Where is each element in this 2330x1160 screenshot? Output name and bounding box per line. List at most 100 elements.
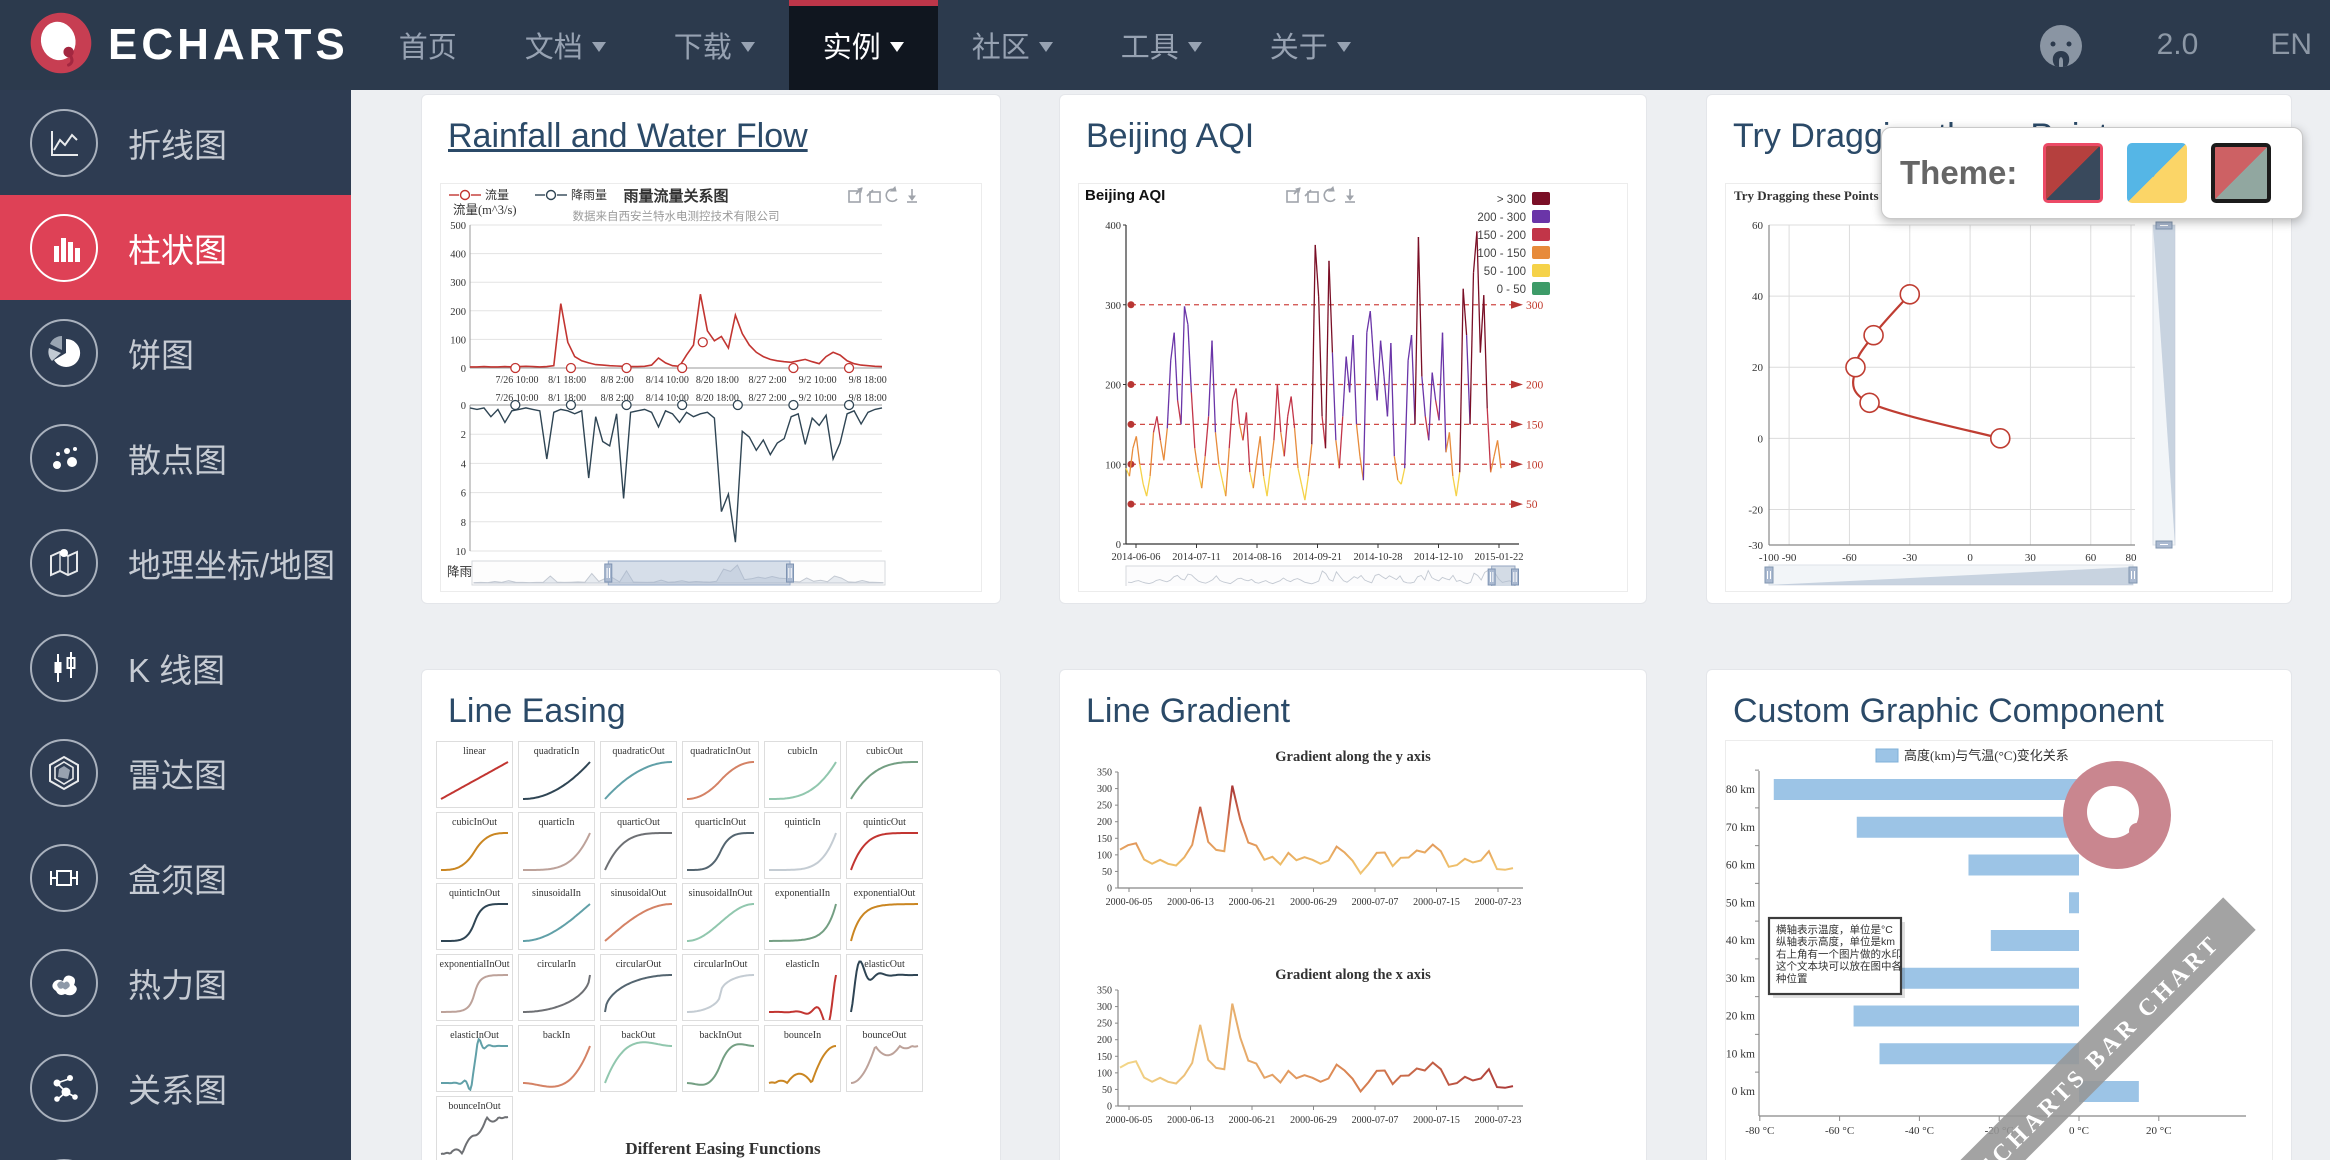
sidebar-item-10[interactable]: 关系图 [0,1035,351,1140]
example-link-aqi[interactable]: Beijing AQI [1086,117,1255,155]
svg-text:quinticInOut: quinticInOut [449,888,500,899]
language-toggle[interactable]: EN [2270,28,2312,61]
svg-text:30: 30 [2025,552,2037,564]
sidebar-item-1[interactable]: 折线图 [0,90,351,195]
svg-text:80 km: 80 km [1726,784,1755,796]
easing-cell-backIn[interactable]: backIn [518,1025,595,1092]
easing-cell-circularOut[interactable]: circularOut [600,954,677,1021]
map-chart-icon [30,528,98,597]
easing-cell-cubicInOut[interactable]: cubicInOut [436,812,513,879]
svg-text:Gradient along the y axis: Gradient along the y axis [1275,749,1431,765]
theme-swatch-default[interactable] [2043,143,2104,203]
nav-item-1[interactable]: 首页 [365,0,491,90]
easing-cell-cubicIn[interactable]: cubicIn [764,741,841,808]
easing-cell-sinusoidalOut[interactable]: sinusoidalOut [600,883,677,950]
svg-text:500: 500 [450,221,466,232]
theme-swatch-dark[interactable] [2211,143,2272,203]
sidebar-item-7[interactable]: 雷达图 [0,720,351,825]
sidebar-item-9[interactable]: 热力图 [0,930,351,1035]
easing-cell-bounceOut[interactable]: bounceOut [846,1025,923,1092]
svg-text:50 km: 50 km [1726,897,1755,909]
beijing-aqi-chart[interactable]: Beijing AQI 0 100 200 300 400 2014-06-06 2014-0… [1078,183,1628,592]
svg-text:Gradient along the x axis: Gradient along the x axis [1275,967,1431,983]
svg-text:2000-07-23: 2000-07-23 [1475,1115,1522,1126]
example-link-easing[interactable]: Line Easing [448,692,626,730]
easing-cell-quadraticInOut[interactable]: quadraticInOut [682,741,759,808]
svg-text:0: 0 [1758,433,1764,445]
custom-graphic-chart[interactable]: 高度(km)与气温(°C)变化关系-80 °C-60 °C-40 °C-20 °… [1725,740,2273,1160]
theme-swatch-light[interactable] [2127,143,2188,203]
svg-text:quarticInOut: quarticInOut [695,817,746,828]
sidebar-item-4[interactable]: 散点图 [0,405,351,510]
chevron-down-icon [1187,42,1202,52]
svg-text:250: 250 [1097,1019,1112,1030]
nav-item-label: 关于 [1269,32,1328,64]
easing-cell-bounceIn[interactable]: bounceIn [764,1025,841,1092]
easing-cell-cubicOut[interactable]: cubicOut [846,741,923,808]
svg-text:8/27 2:00: 8/27 2:00 [748,393,786,404]
easing-cell-quadraticOut[interactable]: quadraticOut [600,741,677,808]
sidebar-item-8[interactable]: 盒须图 [0,825,351,930]
easing-cell-quinticInOut[interactable]: quinticInOut [436,883,513,950]
svg-text:300: 300 [1097,1002,1112,1013]
rainfall-chart[interactable]: 流量 降雨量 雨量流量关系图 数据来自西安兰特水电测控技术有限公司 流量(m^3/s) 5… [440,183,982,592]
brand-name: ECHARTS [108,20,349,69]
svg-text:circularIn: circularIn [537,959,576,970]
easing-cell-exponentialIn[interactable]: exponentialIn [764,883,841,950]
svg-text:100: 100 [1105,460,1121,471]
easing-cell-quadraticIn[interactable]: quadraticIn [518,741,595,808]
svg-text:-60 °C: -60 °C [1825,1125,1854,1137]
top-nav: ECHARTS 首页 文档 下载 实例 社区 工具 关于 2.0 EN [0,0,2330,90]
easing-cell-elasticInOut[interactable]: elasticInOut [436,1025,513,1092]
easing-cell-circularIn[interactable]: circularIn [518,954,595,1021]
brand-logo[interactable]: ECHARTS [30,12,349,79]
svg-text:2000-07-15: 2000-07-15 [1413,1115,1460,1126]
easing-cell-backInOut[interactable]: backInOut [682,1025,759,1092]
nav-item-6[interactable]: 工具 [1087,0,1236,90]
nav-item-3[interactable]: 下载 [640,0,789,90]
svg-text:右上角有一个图片做的水印: 右上角有一个图片做的水印 [1776,947,1902,960]
easing-cell-backOut[interactable]: backOut [600,1025,677,1092]
sidebar-item-5[interactable]: 地理坐标/地图 [0,510,351,615]
heatmap-chart-icon [30,948,98,1017]
easing-cell-elasticIn[interactable]: elasticIn [764,954,841,1027]
svg-text:bounceIn: bounceIn [784,1030,821,1041]
easing-cell-sinusoidalIn[interactable]: sinusoidalIn [518,883,595,950]
svg-text:60: 60 [1752,220,1764,232]
example-link-rainfall[interactable]: Rainfall and Water Flow [448,117,808,155]
nav-item-5[interactable]: 社区 [938,0,1087,90]
easing-cell-elasticOut[interactable]: elasticOut [846,954,923,1021]
svg-text:10: 10 [456,547,467,558]
easing-cell-quarticOut[interactable]: quarticOut [600,812,677,879]
easing-grid[interactable]: linear quadraticIn quadraticOut quadraticIn… [436,741,928,1160]
easing-cell-linear[interactable]: linear [436,741,513,808]
sidebar-item-2[interactable]: 柱状图 [0,195,351,300]
easing-cell-quinticOut[interactable]: quinticOut [846,812,923,879]
easing-cell-exponentialInOut[interactable]: exponentialInOut [436,954,513,1021]
easing-cell-bounceInOut[interactable]: bounceInOut [436,1096,513,1160]
line-gradient-chart[interactable]: Gradient along the y axis 0 50 100 150 200 250… [1078,745,1628,1160]
sidebar-item-3[interactable]: 饼图 [0,300,351,405]
svg-text:2000-07-23: 2000-07-23 [1475,897,1522,908]
nav-item-4[interactable]: 实例 [788,0,938,90]
sidebar-item-6[interactable]: K 线图 [0,615,351,720]
sidebar-item-label: 盒须图 [128,861,227,899]
example-card-aqi: Beijing AQI Beijing AQI 0 100 200 300 400 2014… [1059,94,1647,604]
svg-text:0 °C: 0 °C [2069,1125,2089,1137]
easing-cell-quarticIn[interactable]: quarticIn [518,812,595,879]
easing-cell-quarticInOut[interactable]: quarticInOut [682,812,759,879]
svg-text:9/2 10:00: 9/2 10:00 [799,375,837,386]
nav-item-2[interactable]: 文档 [491,0,640,90]
svg-text:exponentialOut: exponentialOut [854,888,916,899]
easing-cell-sinusoidalInOut[interactable]: sinusoidalInOut [682,883,759,950]
example-link-gradient[interactable]: Line Gradient [1086,692,1291,730]
easing-cell-exponentialOut[interactable]: exponentialOut [846,883,923,950]
nav-item-7[interactable]: 关于 [1236,0,1385,90]
easing-cell-quinticIn[interactable]: quinticIn [764,812,841,879]
sidebar-item-partial[interactable] [0,1140,351,1160]
example-link-custom[interactable]: Custom Graphic Component [1733,692,2164,730]
svg-text:9/2 10:00: 9/2 10:00 [799,393,837,404]
github-icon[interactable] [2037,21,2085,69]
draggable-points-chart[interactable]: Try Dragging these Points -100 -90 -60 -30 0 3… [1725,183,2273,592]
easing-cell-circularInOut[interactable]: circularInOut [682,954,759,1021]
